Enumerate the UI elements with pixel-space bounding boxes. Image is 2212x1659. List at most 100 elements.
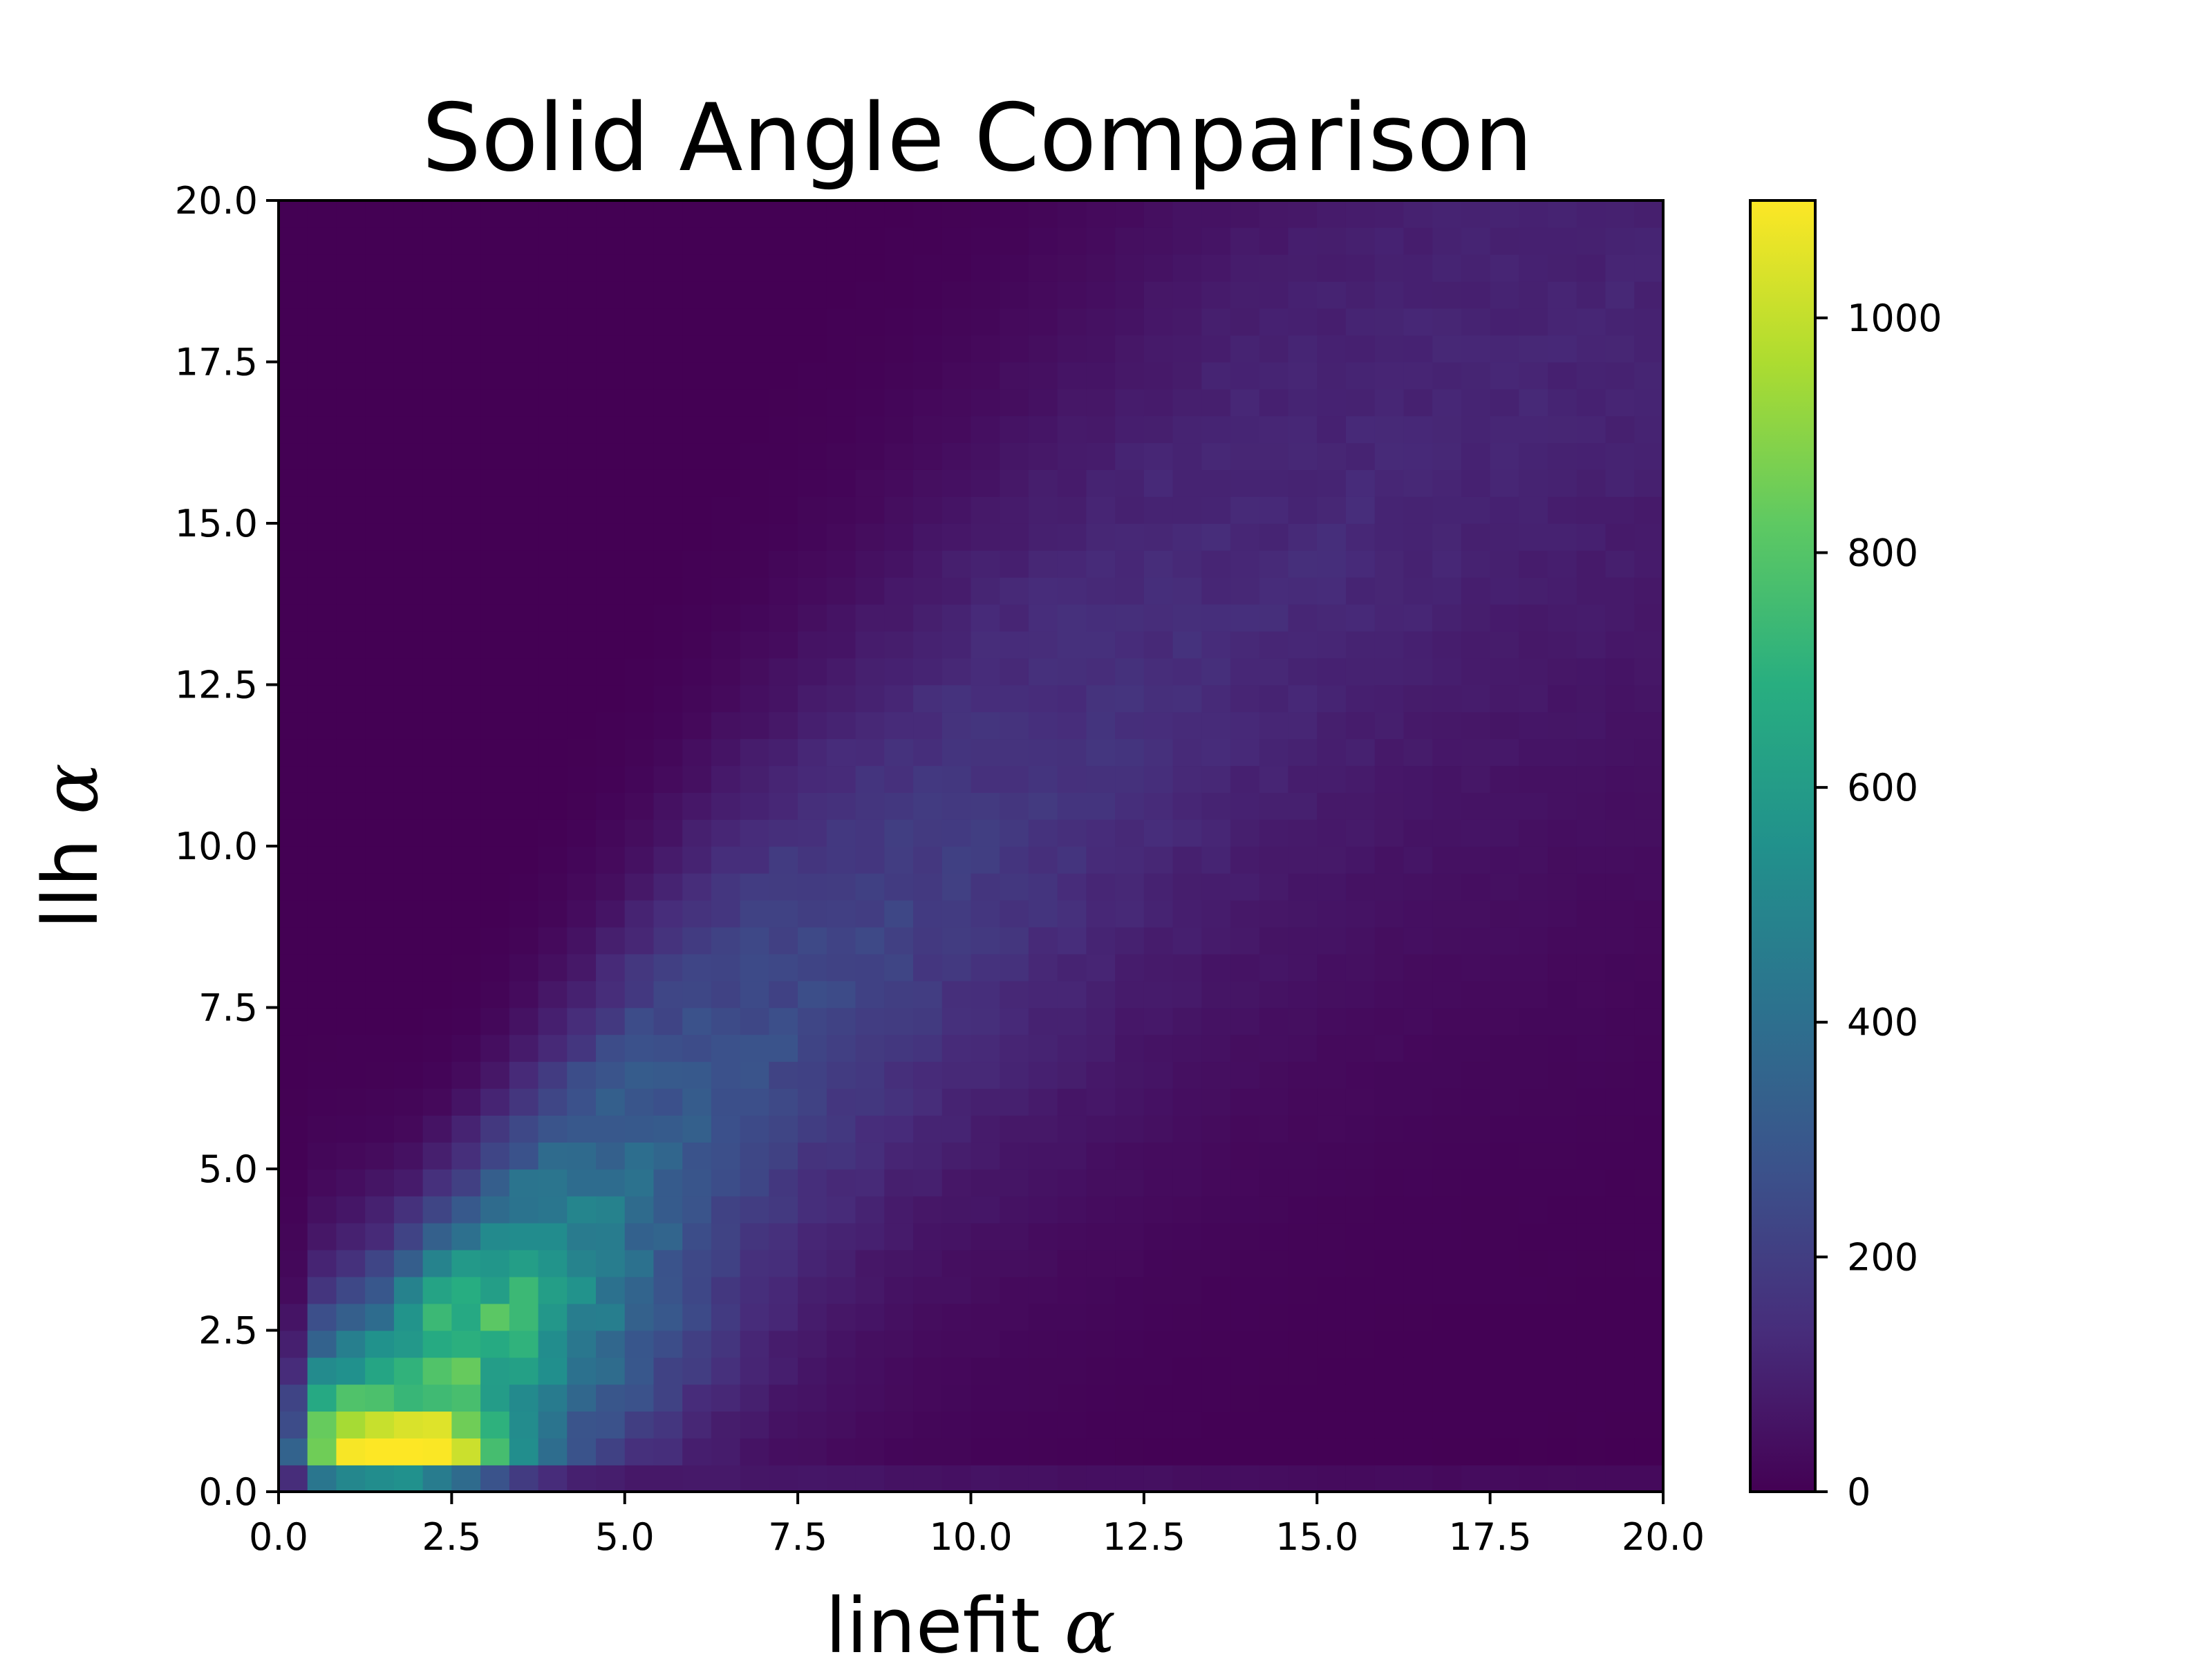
heatmap-cell xyxy=(365,1195,395,1224)
heatmap-cell xyxy=(1086,1169,1116,1197)
heatmap-cell xyxy=(769,738,798,767)
heatmap-cell xyxy=(336,1330,366,1358)
heatmap-cell xyxy=(941,1303,972,1331)
heatmap-cell xyxy=(1317,1007,1347,1035)
heatmap-cell xyxy=(1172,630,1203,659)
heatmap-cell xyxy=(1605,1249,1635,1277)
heatmap-cell xyxy=(1028,603,1058,632)
heatmap-cell xyxy=(941,550,972,578)
heatmap-cell xyxy=(1288,496,1318,524)
colorbar-tick-label: 800 xyxy=(1847,531,1918,574)
heatmap-cell xyxy=(480,1357,510,1385)
heatmap-cell xyxy=(1172,577,1203,605)
heatmap-cell xyxy=(1288,415,1318,444)
heatmap-cell xyxy=(769,711,798,740)
heatmap-cell xyxy=(365,1465,395,1492)
heatmap-cell xyxy=(1086,1249,1116,1277)
heatmap-cell xyxy=(884,926,914,955)
heatmap-cell xyxy=(509,1438,539,1465)
heatmap-cell xyxy=(798,577,827,605)
heatmap-cell xyxy=(826,603,856,632)
heatmap-cell xyxy=(884,281,914,309)
heatmap-cell xyxy=(769,1034,798,1062)
heatmap-cell xyxy=(279,1276,308,1304)
heatmap-cell xyxy=(279,657,308,686)
heatmap-cell xyxy=(1548,603,1577,632)
heatmap-cell xyxy=(393,1384,424,1412)
heatmap-cell xyxy=(1201,550,1231,578)
heatmap-cell xyxy=(798,308,827,336)
heatmap-cell xyxy=(567,308,597,336)
heatmap-cell xyxy=(451,711,481,740)
heatmap-cell xyxy=(509,630,539,659)
heatmap-cell xyxy=(336,1357,366,1385)
heatmap-cell xyxy=(509,1142,539,1170)
heatmap-cell xyxy=(307,846,337,874)
heatmap-cell xyxy=(1403,1115,1433,1143)
heatmap-cell xyxy=(279,1249,308,1277)
heatmap-cell xyxy=(1317,1357,1347,1385)
heatmap-cell xyxy=(624,765,655,793)
heatmap-cell xyxy=(1028,1438,1058,1465)
heatmap-cell xyxy=(1259,200,1289,228)
heatmap-cell xyxy=(798,603,827,632)
heatmap-cell xyxy=(480,1330,510,1358)
heatmap-cell xyxy=(941,926,972,955)
heatmap-cell xyxy=(1374,1357,1405,1385)
heatmap-cell xyxy=(1317,1384,1347,1412)
heatmap-cell xyxy=(1028,1222,1058,1250)
heatmap-cell xyxy=(1201,308,1231,336)
heatmap-cell xyxy=(653,1249,684,1277)
heatmap-cell xyxy=(279,846,308,874)
heatmap-cell xyxy=(1143,1169,1174,1197)
heatmap-cell xyxy=(1057,442,1087,470)
heatmap-cell xyxy=(1403,577,1433,605)
heatmap-cell xyxy=(596,926,626,955)
heatmap-cell xyxy=(1086,630,1116,659)
heatmap-cell xyxy=(451,792,481,820)
heatmap-cell xyxy=(451,1411,481,1438)
heatmap-cell xyxy=(1317,469,1347,497)
heatmap-cell xyxy=(1432,1034,1462,1062)
heatmap-cell xyxy=(769,1142,798,1170)
heatmap-cell xyxy=(1317,1142,1347,1170)
heatmap-cell xyxy=(711,1438,741,1465)
heatmap-cell xyxy=(1115,550,1145,578)
heatmap-cell xyxy=(624,200,655,228)
heatmap-cell xyxy=(480,792,510,820)
heatmap-cell xyxy=(509,738,539,767)
heatmap-cell xyxy=(1000,711,1029,740)
heatmap-cell xyxy=(567,765,597,793)
heatmap-cell xyxy=(1605,1007,1635,1035)
heatmap-cell xyxy=(1605,926,1635,955)
colorbar-tick-label: 0 xyxy=(1847,1470,1871,1514)
heatmap-cell xyxy=(1230,1357,1260,1385)
heatmap-cell xyxy=(1461,496,1491,524)
heatmap-cell xyxy=(538,819,568,847)
heatmap-cell xyxy=(884,335,914,363)
heatmap-cell xyxy=(1143,1303,1174,1331)
heatmap-cell xyxy=(1115,415,1145,444)
heatmap-cell xyxy=(711,711,741,740)
heatmap-cell xyxy=(1086,281,1116,309)
heatmap-cell xyxy=(1548,254,1577,282)
heatmap-cell xyxy=(422,765,453,793)
heatmap-cell xyxy=(1057,388,1087,417)
heatmap-cell xyxy=(1230,523,1260,551)
heatmap-cell xyxy=(1519,711,1548,740)
heatmap-cell xyxy=(422,442,453,470)
heatmap-cell xyxy=(1548,711,1577,740)
heatmap-cell xyxy=(365,523,395,551)
heatmap-cell xyxy=(422,200,453,228)
heatmap-cell xyxy=(1317,281,1347,309)
heatmap-cell xyxy=(711,1465,741,1492)
heatmap-cell xyxy=(279,1061,308,1089)
heatmap-cell xyxy=(1374,200,1405,228)
heatmap-cell xyxy=(1490,1438,1520,1465)
heatmap-cell xyxy=(1519,899,1548,928)
heatmap-cell xyxy=(393,254,424,282)
heatmap-cell xyxy=(422,1411,453,1438)
heatmap-cell xyxy=(1374,1088,1405,1116)
heatmap-cell xyxy=(1634,765,1664,793)
heatmap-cell xyxy=(624,577,655,605)
